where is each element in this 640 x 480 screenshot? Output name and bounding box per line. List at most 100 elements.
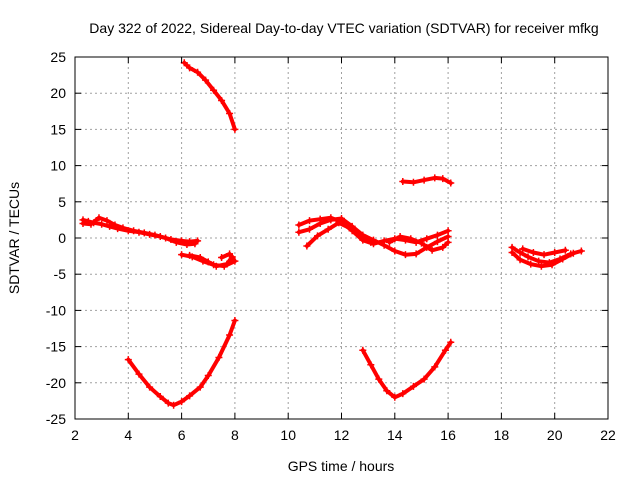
y-tick-label: -20	[46, 375, 66, 391]
data-point	[439, 243, 447, 251]
data-point	[202, 76, 210, 84]
data-point	[375, 375, 383, 383]
x-tick-label: 16	[440, 427, 456, 443]
data-point	[527, 260, 535, 268]
data-point	[508, 248, 516, 256]
data-point	[314, 232, 322, 240]
data-point	[204, 372, 212, 380]
data-point	[540, 251, 548, 259]
data-point	[447, 338, 455, 346]
data-point	[146, 383, 154, 391]
data-point	[231, 125, 239, 133]
data-point	[151, 231, 159, 239]
data-point	[433, 238, 441, 246]
data-point	[172, 238, 180, 246]
x-tick-label: 14	[387, 427, 403, 443]
data-point	[433, 231, 441, 239]
data-point	[231, 317, 239, 325]
series-arc-14	[508, 248, 577, 270]
data-point	[87, 220, 95, 228]
data-point	[551, 248, 559, 256]
series-arc-3	[180, 59, 239, 133]
data-point	[103, 217, 111, 225]
series-arc-10	[385, 233, 452, 254]
data-point	[186, 251, 194, 259]
x-tick-label: 10	[280, 427, 296, 443]
data-point	[516, 248, 524, 256]
data-point	[409, 382, 417, 390]
data-point	[178, 398, 186, 406]
series-arc-6	[124, 317, 239, 409]
data-point	[95, 214, 103, 222]
y-tick-label: -10	[46, 302, 66, 318]
data-point	[441, 346, 449, 354]
y-tick-label: 25	[50, 49, 66, 65]
x-tick-labels: 2 4 6 8 10 12 14 16 18 20 22	[71, 427, 616, 443]
data-point	[431, 174, 439, 182]
series-arc-9	[303, 219, 375, 250]
series-arc-5	[186, 251, 236, 270]
data-point	[295, 228, 303, 236]
data-point	[407, 235, 415, 243]
data-point	[196, 254, 204, 262]
data-point	[226, 331, 234, 339]
data-point	[226, 109, 234, 117]
y-tick-label: -5	[54, 266, 67, 282]
data-point	[401, 251, 409, 259]
data-point	[306, 225, 314, 233]
data-point	[306, 217, 314, 225]
data-point	[428, 246, 436, 254]
data-point	[186, 392, 194, 400]
data-point	[183, 241, 191, 249]
data-point	[423, 235, 431, 243]
y-tick-label: 10	[50, 158, 66, 174]
data-point	[537, 262, 545, 270]
data-point	[324, 225, 332, 233]
data-point	[412, 250, 420, 258]
data-point	[186, 64, 194, 72]
series-arc-15	[519, 245, 569, 259]
data-point	[409, 178, 417, 186]
y-tick-label: 5	[58, 194, 66, 210]
x-tick-label: 8	[231, 427, 239, 443]
data-point	[196, 383, 204, 391]
data-point	[420, 375, 428, 383]
data-point	[420, 176, 428, 184]
data-point	[111, 221, 119, 229]
chart-title: Day 322 of 2022, Sidereal Day-to-day VTE…	[89, 20, 598, 36]
data-point	[577, 247, 585, 255]
data-point	[295, 221, 303, 229]
data-point	[399, 178, 407, 186]
data-point	[431, 363, 439, 371]
x-tick-label: 2	[71, 427, 79, 443]
data-point	[194, 68, 202, 76]
data-point	[178, 251, 186, 259]
data-point	[439, 175, 447, 183]
data-point	[316, 215, 324, 223]
data-point	[204, 258, 212, 266]
y-tick-label: 0	[58, 230, 66, 246]
x-tick-label: 22	[600, 427, 616, 443]
data-point	[119, 224, 127, 232]
y-tick-label: -25	[46, 411, 66, 427]
data-point	[135, 370, 143, 378]
data-point	[124, 356, 132, 364]
data-point	[359, 346, 367, 354]
data-point	[367, 238, 375, 246]
data-point	[79, 220, 87, 228]
data-point	[447, 179, 455, 187]
data-point	[548, 261, 556, 269]
data-point	[399, 390, 407, 398]
data-point	[417, 239, 425, 247]
data-point	[162, 234, 170, 242]
series-arc-2	[79, 214, 199, 249]
data-point	[385, 238, 393, 246]
data-point	[391, 393, 399, 401]
series-arc-11	[399, 174, 455, 187]
data-point	[191, 240, 199, 248]
data-point	[356, 233, 364, 241]
data-point	[228, 253, 236, 261]
data-point	[524, 253, 532, 261]
